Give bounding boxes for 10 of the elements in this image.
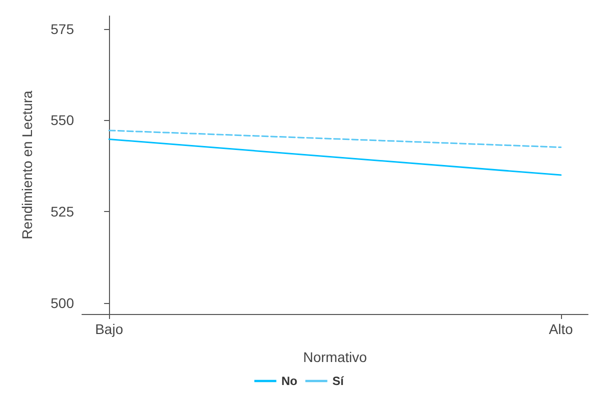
legend-label: Sí [332, 374, 344, 388]
y-tick-label: 500 [50, 295, 74, 312]
y-tick-label: 550 [50, 112, 74, 128]
x-tick-label: Bajo [95, 321, 124, 337]
legend-label: No [281, 374, 298, 388]
x-tick-label: Alto [548, 321, 574, 337]
x-axis-title: Normativo [303, 349, 368, 365]
y-tick-label: 575 [50, 20, 74, 37]
y-axis-title: Rendimiento en Lectura [19, 90, 35, 240]
y-tick-label: 525 [50, 204, 74, 220]
